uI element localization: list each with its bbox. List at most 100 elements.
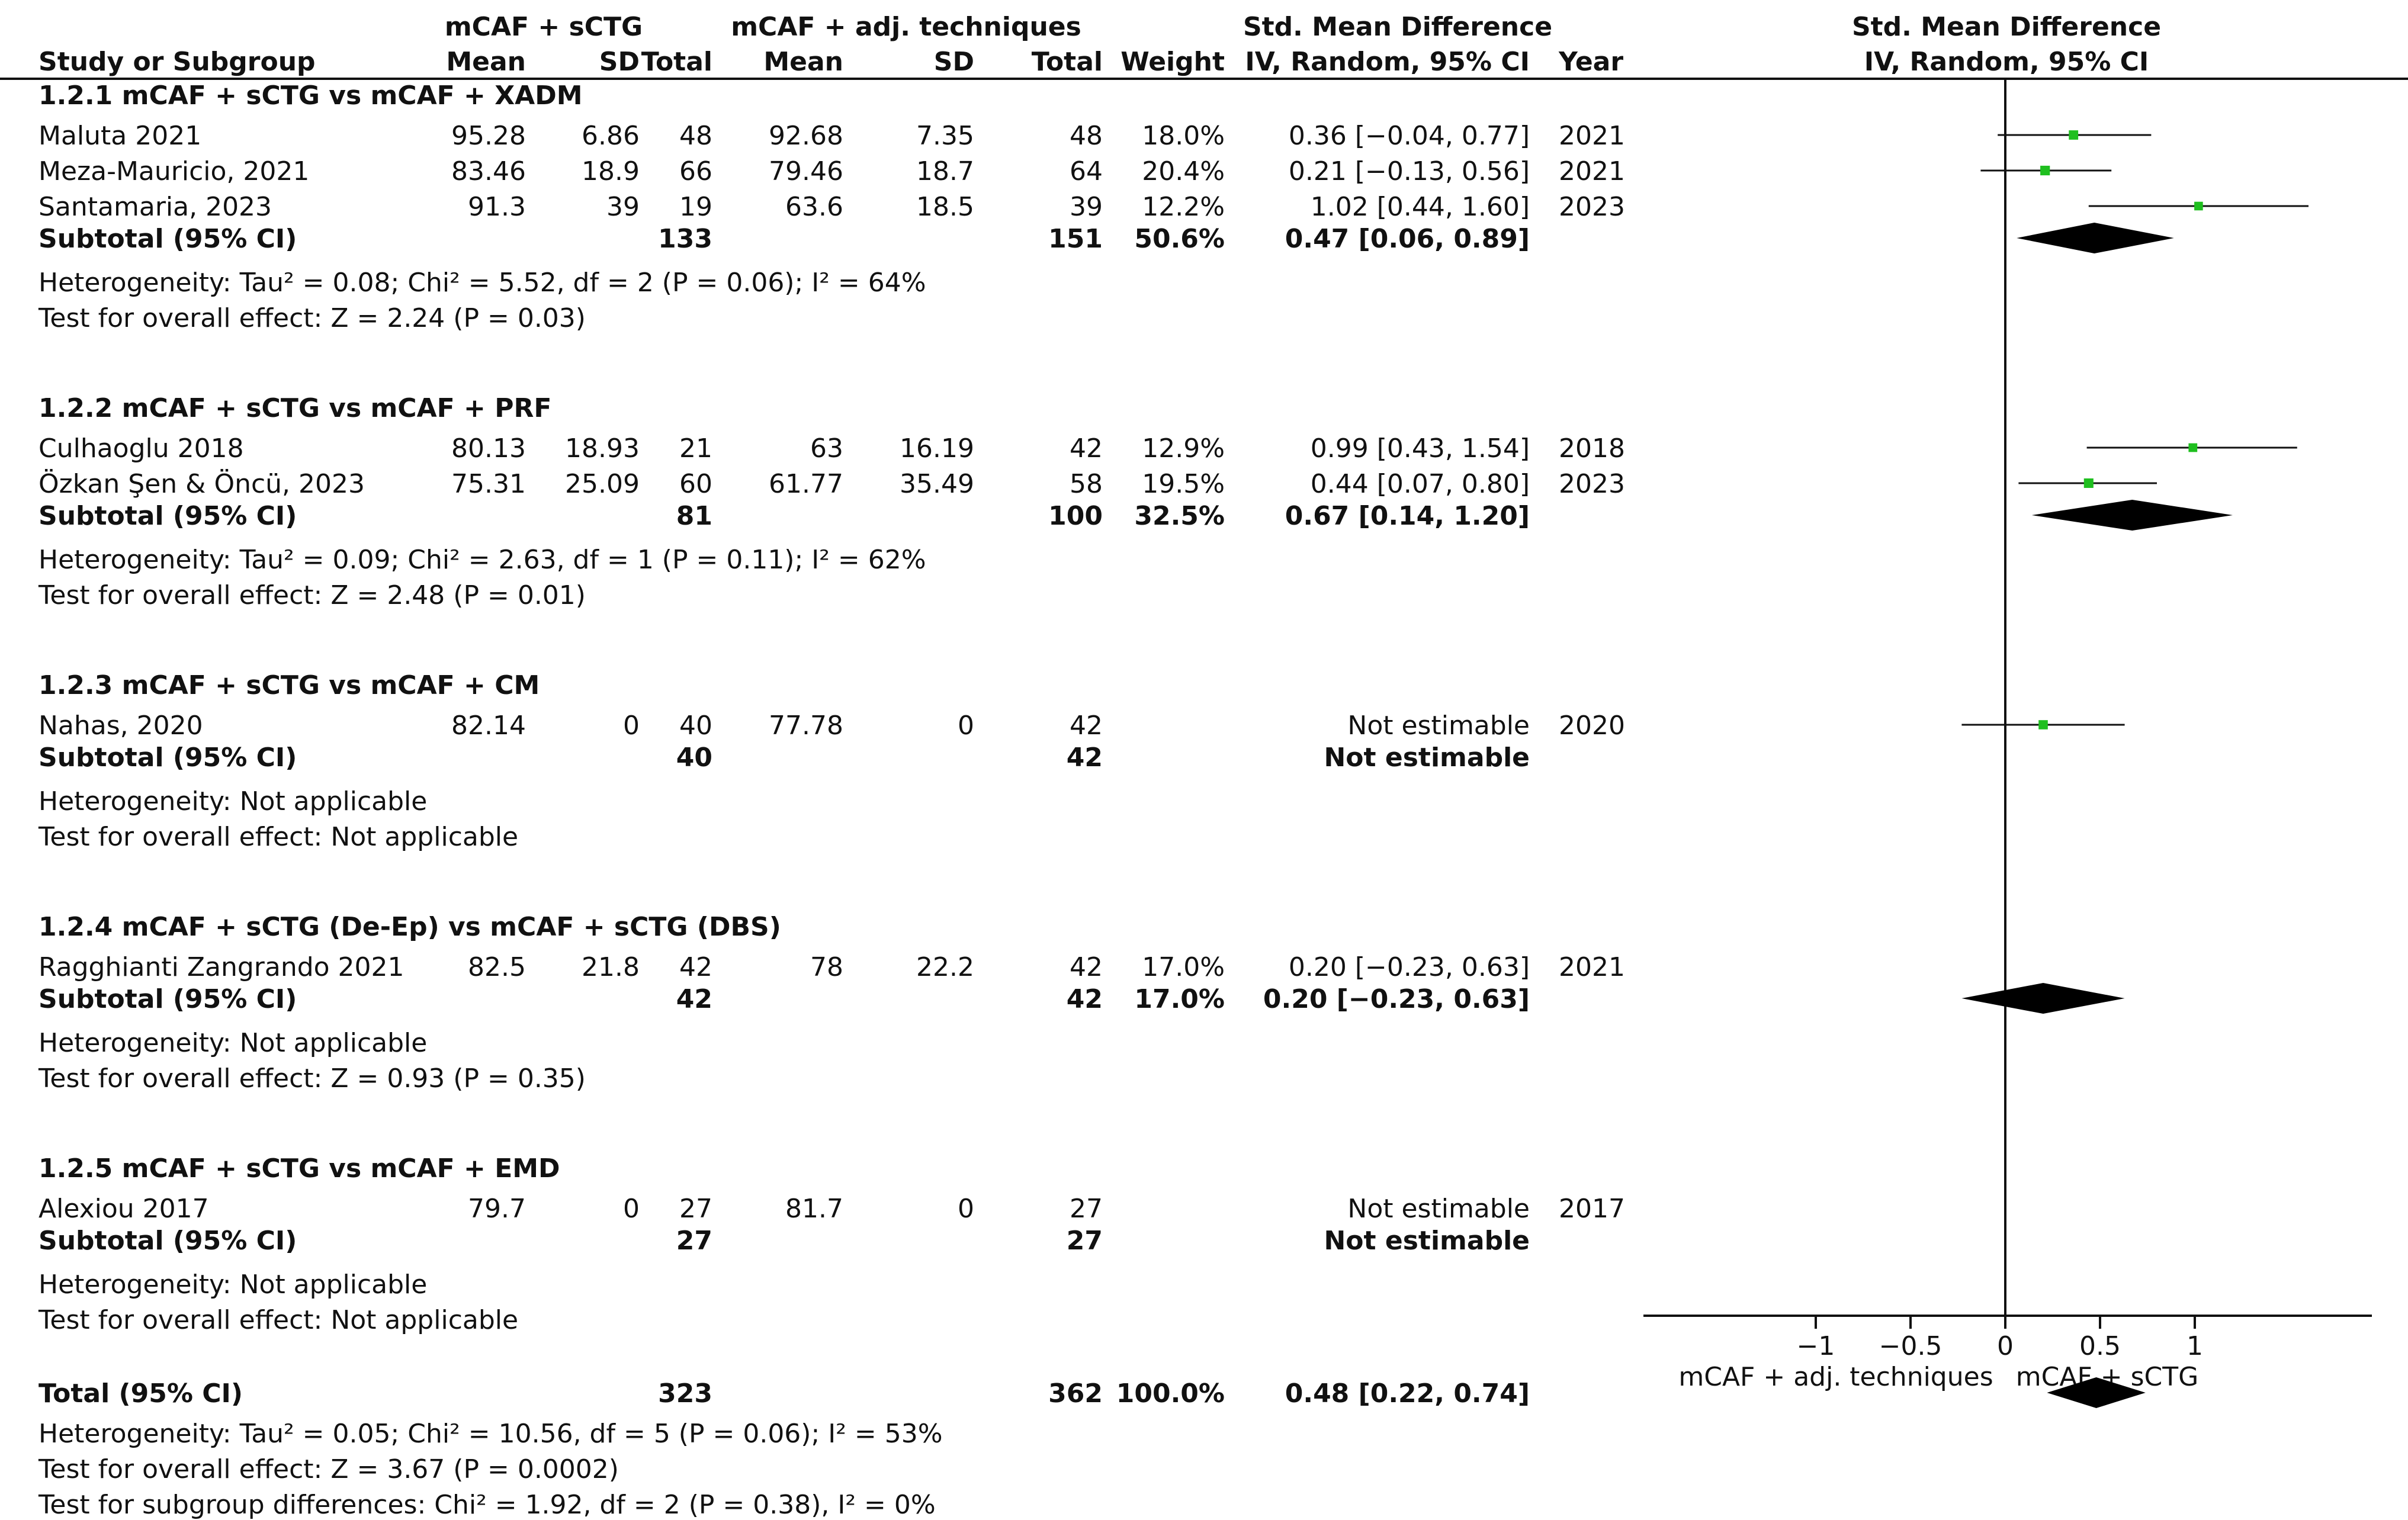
study-name: Alexiou 2017: [38, 1194, 209, 1224]
study-total2: 58: [1070, 469, 1103, 499]
study-name: Culhaoglu 2018: [38, 433, 244, 464]
study-marker: [2194, 201, 2203, 211]
subtotal-weight: 32.5%: [1134, 501, 1225, 531]
header-group2: mCAF + adj. techniques: [731, 12, 1081, 42]
header-total1: Total: [641, 47, 712, 77]
study-mean2: 63.6: [785, 192, 843, 222]
total-total1: 323: [658, 1378, 712, 1409]
overall-effect-text: Test for overall effect: Not applicable: [38, 822, 519, 852]
study-year: 2018: [1559, 433, 1625, 464]
header-method: IV, Random, 95% CI: [1245, 47, 1530, 77]
study-ci: 0.20 [−0.23, 0.63]: [1288, 952, 1530, 982]
total-label: Total (95% CI): [38, 1378, 243, 1409]
subtotal-ci: 0.20 [−0.23, 0.63]: [1263, 984, 1530, 1014]
x-tick-label: 1: [2187, 1331, 2203, 1361]
study-mean2: 61.77: [769, 469, 843, 499]
header-sd2: SD: [933, 47, 974, 77]
total-total2: 362: [1048, 1378, 1103, 1409]
study-ci: 0.21 [−0.13, 0.56]: [1288, 156, 1530, 187]
study-sd1: 0: [623, 1194, 640, 1224]
study-name: Ragghianti Zangrando 2021: [38, 952, 404, 982]
total-weight: 100.0%: [1116, 1378, 1225, 1409]
subgroup-differences: Test for subgroup differences: Chi² = 1.…: [38, 1490, 936, 1520]
study-mean2: 81.7: [785, 1194, 843, 1224]
total-heterogeneity: Heterogeneity: Tau² = 0.05; Chi² = 10.56…: [38, 1419, 943, 1449]
pooled-diamond: [2031, 500, 2233, 531]
study-mean1: 79.7: [468, 1194, 526, 1224]
pooled-diamond: [2047, 1377, 2146, 1408]
header-smd: Std. Mean Difference: [1242, 12, 1553, 42]
x-tick-label: 0: [1997, 1331, 2014, 1361]
study-mean2: 79.46: [769, 156, 843, 187]
subtotal-total2: 151: [1048, 224, 1103, 254]
subtotal-total2: 42: [1066, 743, 1103, 773]
study-mean1: 75.31: [451, 469, 526, 499]
subtotal-ci: Not estimable: [1324, 1226, 1530, 1256]
study-total1: 66: [679, 156, 712, 187]
header-total2: Total: [1031, 47, 1103, 77]
study-name: Özkan Şen & Öncü, 2023: [38, 469, 365, 499]
study-ci: 0.44 [0.07, 0.80]: [1310, 469, 1530, 499]
study-total1: 27: [679, 1194, 712, 1224]
study-marker: [2038, 720, 2048, 730]
subtotal-weight: 50.6%: [1134, 224, 1225, 254]
x-tick-label: −1: [1797, 1331, 1835, 1361]
heterogeneity-text: Heterogeneity: Tau² = 0.08; Chi² = 5.52,…: [38, 268, 926, 298]
subtotal-label: Subtotal (95% CI): [38, 501, 297, 531]
study-ci: Not estimable: [1347, 1194, 1530, 1224]
study-mean1: 80.13: [451, 433, 526, 464]
study-sd1: 18.9: [582, 156, 640, 187]
study-total1: 21: [679, 433, 712, 464]
overall-effect-text: Test for overall effect: Not applicable: [38, 1305, 519, 1335]
study-year: 2023: [1559, 469, 1625, 499]
study-sd1: 18.93: [565, 433, 640, 464]
overall-effect-text: Test for overall effect: Z = 0.93 (P = 0…: [38, 1063, 586, 1094]
study-year: 2023: [1559, 192, 1625, 222]
subtotal-total1: 133: [658, 224, 712, 254]
subtotal-total1: 81: [676, 501, 712, 531]
heterogeneity-text: Heterogeneity: Not applicable: [38, 786, 428, 817]
study-sd1: 25.09: [565, 469, 640, 499]
study-sd2: 18.7: [916, 156, 974, 187]
total-overall-effect: Test for overall effect: Z = 3.67 (P = 0…: [38, 1454, 619, 1484]
subtotal-weight: 17.0%: [1134, 984, 1225, 1014]
subtotal-label: Subtotal (95% CI): [38, 1226, 297, 1256]
subgroup-title: 1.2.3 mCAF + sCTG vs mCAF + CM: [38, 670, 540, 700]
study-year: 2021: [1559, 156, 1625, 187]
study-sd2: 16.19: [900, 433, 974, 464]
study-year: 2017: [1559, 1194, 1625, 1224]
study-total2: 39: [1070, 192, 1103, 222]
study-total2: 42: [1070, 952, 1103, 982]
subtotal-total2: 42: [1066, 984, 1103, 1014]
study-sd1: 0: [623, 711, 640, 741]
study-sd1: 6.86: [582, 121, 640, 151]
pooled-diamond: [1961, 983, 2125, 1014]
study-weight: 12.9%: [1142, 433, 1225, 464]
overall-effect-text: Test for overall effect: Z = 2.48 (P = 0…: [38, 580, 586, 610]
study-name: Nahas, 2020: [38, 711, 203, 741]
overall-effect-text: Test for overall effect: Z = 2.24 (P = 0…: [38, 303, 586, 333]
study-mean1: 83.46: [451, 156, 526, 187]
study-mean2: 63: [810, 433, 843, 464]
header-smd-plot: Std. Mean Difference: [1851, 12, 2162, 42]
study-ci: Not estimable: [1347, 711, 1530, 741]
x-tick-label: −0.5: [1879, 1331, 1943, 1361]
subtotal-label: Subtotal (95% CI): [38, 984, 297, 1014]
study-sd2: 0: [958, 711, 974, 741]
subtotal-ci: 0.47 [0.06, 0.89]: [1285, 224, 1530, 254]
study-sd2: 18.5: [916, 192, 974, 222]
header-weight: Weight: [1120, 47, 1225, 77]
study-weight: 12.2%: [1142, 192, 1225, 222]
study-ci: 0.99 [0.43, 1.54]: [1310, 433, 1530, 464]
subtotal-total2: 27: [1066, 1226, 1103, 1256]
study-year: 2021: [1559, 952, 1625, 982]
study-total2: 64: [1070, 156, 1103, 187]
study-marker: [2069, 130, 2079, 140]
header-mean2: Mean: [763, 47, 843, 77]
subtotal-total1: 42: [676, 984, 712, 1014]
study-mean1: 95.28: [451, 121, 526, 151]
study-year: 2020: [1559, 711, 1625, 741]
study-marker: [2083, 478, 2094, 489]
study-sd2: 7.35: [916, 121, 974, 151]
header-group1: mCAF + sCTG: [444, 12, 643, 42]
